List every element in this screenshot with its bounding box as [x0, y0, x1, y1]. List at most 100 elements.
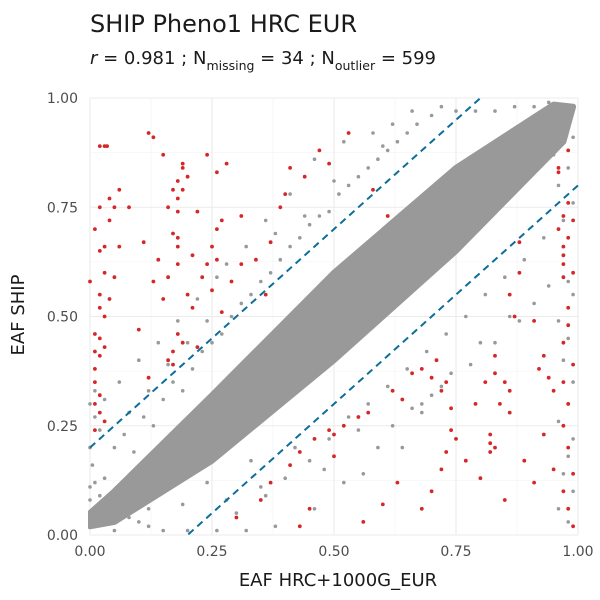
outlier-point	[561, 253, 566, 258]
outlier-point	[571, 471, 575, 476]
main-point	[371, 131, 375, 135]
outlier-point	[93, 428, 97, 432]
main-point	[342, 480, 346, 485]
outlier-point	[566, 201, 571, 205]
outlier-point	[112, 205, 117, 210]
main-point	[190, 367, 195, 371]
outlier-point	[180, 340, 185, 345]
outlier-point	[556, 170, 561, 175]
outlier-point	[410, 371, 414, 376]
main-point	[556, 183, 561, 188]
main-point	[410, 406, 414, 411]
main-point	[478, 340, 483, 345]
outlier-point	[93, 332, 97, 336]
outlier-point	[522, 458, 527, 463]
outlier-point	[498, 402, 502, 406]
outlier-point	[429, 375, 434, 380]
outlier-point	[478, 476, 483, 481]
main-point	[551, 153, 556, 157]
outlier-point	[341, 423, 346, 428]
outlier-point	[297, 450, 302, 454]
outlier-point	[444, 450, 449, 454]
outlier-point	[556, 166, 561, 170]
outlier-point	[566, 235, 571, 240]
main-point	[493, 109, 497, 113]
outlier-point	[561, 380, 566, 384]
outlier-point	[537, 367, 541, 371]
outlier-point	[171, 349, 175, 354]
main-point	[151, 424, 156, 428]
outlier-point	[488, 441, 493, 446]
main-point	[346, 415, 351, 419]
chart-subtitle: r = 0.981 ; Nmissing = 34 ; Noutlier = 5…	[90, 48, 436, 73]
outlier-point	[97, 353, 102, 358]
outlier-point	[93, 227, 97, 232]
main-point	[249, 292, 253, 297]
outlier-point	[512, 314, 517, 319]
main-point	[473, 109, 478, 113]
outlier-point	[112, 275, 117, 280]
main-point	[439, 384, 444, 389]
main-point	[342, 139, 346, 144]
main-point	[93, 389, 97, 393]
threshold-line-upper	[89, 96, 485, 449]
main-point	[298, 236, 302, 240]
outlier-point	[507, 410, 512, 415]
main-point	[166, 362, 170, 367]
outlier-point	[532, 319, 536, 323]
outlier-point	[190, 305, 195, 310]
threshold-line-lower	[183, 184, 579, 537]
outlier-point	[385, 214, 390, 218]
main-point	[571, 489, 575, 494]
main-point	[571, 437, 575, 441]
outlier-point	[97, 205, 102, 210]
main-point	[88, 485, 92, 489]
main-point	[566, 520, 570, 524]
outlier-point	[105, 144, 109, 149]
outlier-point	[283, 192, 288, 197]
x-tick-label: 0.75	[440, 544, 471, 560]
main-point	[146, 507, 151, 511]
outlier-point	[561, 489, 566, 494]
outlier-point	[180, 166, 185, 170]
outlier-point	[297, 524, 302, 529]
main-point	[107, 502, 112, 507]
outlier-point	[171, 231, 175, 236]
outlier-point	[141, 240, 146, 245]
main-point	[444, 332, 449, 336]
outlier-point	[288, 166, 292, 170]
main-point	[468, 362, 473, 367]
outlier-point	[488, 432, 493, 437]
main-point	[561, 358, 566, 363]
main-point	[424, 349, 429, 354]
main-point	[263, 493, 268, 498]
main-point	[566, 279, 570, 284]
main-point	[434, 188, 439, 192]
outlier-point	[556, 227, 561, 232]
outlier-point	[566, 305, 571, 310]
missing-text: = 34 ; N	[254, 48, 334, 69]
outlier-point	[278, 205, 283, 210]
main-point	[327, 209, 331, 214]
outlier-point	[180, 187, 185, 192]
main-point	[112, 528, 117, 533]
outlier-point	[210, 244, 214, 249]
main-point	[224, 262, 229, 266]
main-point	[268, 271, 273, 275]
main-point	[507, 314, 512, 319]
main-point	[244, 244, 248, 249]
main-point	[293, 445, 297, 450]
outlier-point	[449, 406, 453, 411]
main-point	[307, 458, 312, 463]
outlier-point	[439, 388, 444, 393]
outlier-point	[166, 205, 171, 210]
main-point	[454, 109, 458, 113]
outlier-point	[571, 362, 575, 367]
x-tick-labels: 0.00 0.25 0.50 0.75 1.00	[74, 544, 593, 560]
outlier-point	[156, 257, 161, 262]
outlier-text: = 599	[375, 48, 436, 69]
outlier-point	[102, 314, 107, 319]
main-point	[171, 472, 175, 476]
outlier-point	[419, 506, 424, 511]
outlier-subscript: outlier	[335, 58, 376, 73]
